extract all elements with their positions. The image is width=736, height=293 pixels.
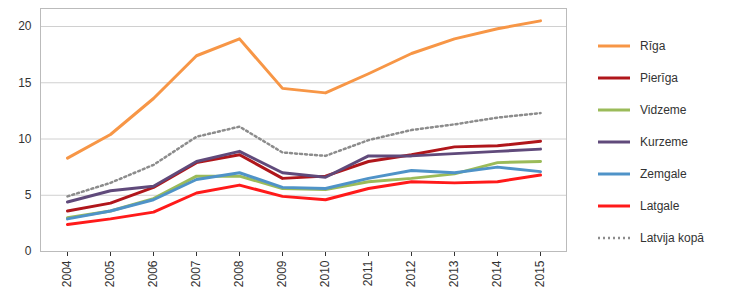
html-text:Latvija kopā: Latvija kopā [640,231,704,245]
svg-text:2011: 2011 [361,260,375,286]
svg-text:2015: 2015 [533,260,547,287]
svg-text:2012: 2012 [404,260,418,287]
svg-text:2004: 2004 [60,260,74,287]
svg-text:2009: 2009 [275,260,289,287]
svg-text:2006: 2006 [146,260,160,287]
svg-text:2013: 2013 [447,260,461,287]
svg-text:2014: 2014 [490,260,504,287]
svg-text:2008: 2008 [232,260,246,287]
html-text:Rīga: Rīga [640,39,666,53]
html-text:Pierīga: Pierīga [640,71,678,85]
svg-text:10: 10 [18,132,32,146]
svg-text:2005: 2005 [103,260,117,287]
html-text:Vidzeme: Vidzeme [640,103,687,117]
svg-text:2010: 2010 [318,260,332,287]
svg-text:15: 15 [18,76,32,90]
html-text:Kurzeme: Kurzeme [640,135,688,149]
svg-text:2007: 2007 [189,260,203,287]
svg-text:20: 20 [18,19,32,33]
svg-text:0: 0 [25,244,32,258]
html-text:Latgale: Latgale [640,199,680,213]
svg-text:5: 5 [25,188,32,202]
html-text:Zemgale: Zemgale [640,167,687,181]
